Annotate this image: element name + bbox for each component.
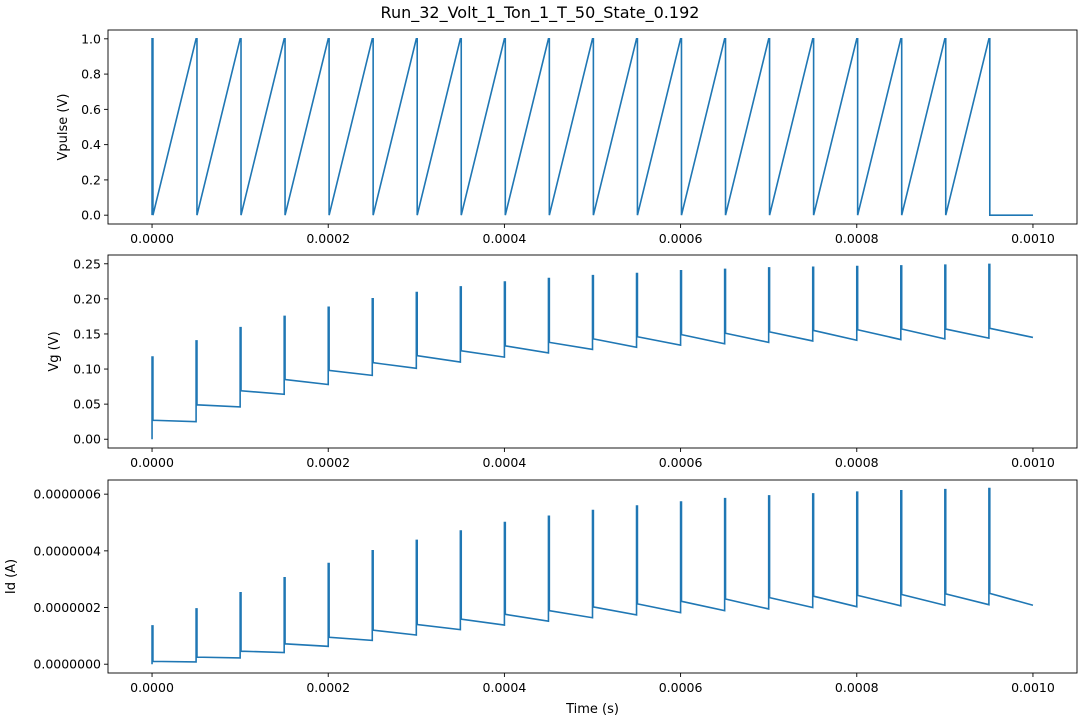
series-line-3-1 bbox=[151, 487, 1034, 665]
y-tick-label: 1.0 bbox=[81, 31, 101, 46]
plot-frame bbox=[107, 29, 1078, 225]
x-tick-label: 0.0006 bbox=[659, 680, 703, 695]
x-axis-label: Time (s) bbox=[565, 702, 619, 717]
y-tick-label: 0.0000000 bbox=[33, 657, 101, 672]
axes-container: 0.0000 0.0002 0.0004 0.0006 0.0008 0.00100.00… bbox=[4, 29, 1078, 717]
y-tick-label: 0.6 bbox=[81, 102, 101, 117]
y-tick-label: 0.00 bbox=[73, 432, 101, 447]
y-tick-label: 0.0000004 bbox=[33, 543, 101, 558]
y-axis-label: Id (A) bbox=[4, 559, 19, 594]
plot-frame bbox=[107, 254, 1078, 449]
x-tick-label: 0.0008 bbox=[835, 455, 879, 470]
y-tick-label: 0.25 bbox=[73, 256, 101, 271]
y-tick-label: 0.05 bbox=[73, 397, 101, 412]
y-tick-label: 0.0000002 bbox=[33, 600, 101, 615]
y-tick-label: 0.0 bbox=[81, 208, 101, 223]
x-tick-label: 0.0002 bbox=[306, 455, 350, 470]
series-line-1-1 bbox=[151, 38, 1033, 216]
y-axis-label: Vg (V) bbox=[47, 331, 62, 371]
x-tick-label: 0.0002 bbox=[306, 680, 350, 695]
subplot-3: 0.0000 0.0002 0.0004 0.0006 0.0008 0.0010 0.00… bbox=[4, 479, 1078, 717]
x-tick-label: 0.0004 bbox=[483, 455, 527, 470]
series-line-2-1 bbox=[151, 263, 1034, 440]
x-tick-label: 0.0004 bbox=[483, 680, 527, 695]
figure-title: Run_32_Volt_1_Ton_1_T_50_State_0.192 bbox=[381, 3, 700, 23]
y-tick-label: 0.15 bbox=[73, 326, 101, 341]
y-tick-label: 0.20 bbox=[73, 291, 101, 306]
x-tick-label: 0.0000 bbox=[130, 455, 174, 470]
subplot-1: 0.0000 0.0002 0.0004 0.0006 0.0008 0.0010 0.0 0… bbox=[56, 29, 1078, 246]
subplot-2: 0.0000 0.0002 0.0004 0.0006 0.0008 0.0010 0.00… bbox=[47, 254, 1078, 470]
x-tick-label: 0.0004 bbox=[483, 231, 527, 246]
x-tick-label: 0.0008 bbox=[835, 231, 879, 246]
x-tick-label: 0.0006 bbox=[659, 455, 703, 470]
x-tick-label: 0.0000 bbox=[130, 231, 174, 246]
x-tick-label: 0.0002 bbox=[306, 231, 350, 246]
x-tick-label: 0.0010 bbox=[1011, 455, 1055, 470]
x-tick-label: 0.0008 bbox=[835, 680, 879, 695]
x-tick-label: 0.0006 bbox=[659, 231, 703, 246]
x-tick-label: 0.0010 bbox=[1011, 231, 1055, 246]
y-tick-label: 0.0000006 bbox=[33, 487, 101, 502]
y-tick-label: 0.8 bbox=[81, 67, 101, 82]
y-axis-label: Vpulse (V) bbox=[56, 94, 71, 161]
y-tick-label: 0.10 bbox=[73, 362, 101, 377]
y-tick-label: 0.2 bbox=[81, 172, 101, 187]
plot-frame bbox=[107, 479, 1078, 674]
x-tick-label: 0.0000 bbox=[130, 680, 174, 695]
x-tick-label: 0.0010 bbox=[1011, 680, 1055, 695]
y-tick-label: 0.4 bbox=[81, 137, 101, 152]
